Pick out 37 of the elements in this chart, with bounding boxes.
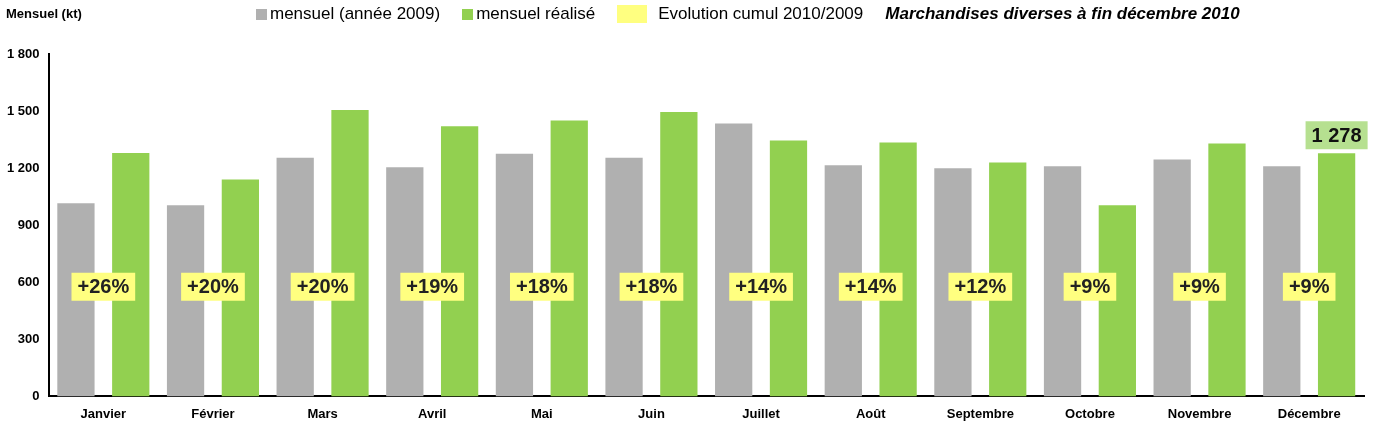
x-tick-label: Septembre [946, 405, 1014, 421]
y-tick-label: 600 [17, 273, 40, 289]
annotation: +19% [406, 275, 459, 298]
x-tick-label: Juin [638, 405, 665, 421]
annotation: +9% [1179, 275, 1221, 298]
annotation: +14% [844, 275, 897, 298]
legend-label: mensuel réalisé [476, 4, 596, 24]
x-tick-label: Mai [531, 405, 553, 421]
chart-title: Marchandises diverses à fin décembre 2010 [885, 4, 1240, 24]
y-tick-label: 1 500 [6, 102, 40, 118]
x-tick-label: Janvier [80, 405, 127, 421]
data-label: 1 278 [1311, 123, 1362, 146]
annotation: +9% [1288, 275, 1330, 298]
text: Evolution cumul 2010/2009 [658, 4, 864, 24]
annotation: +20% [296, 275, 349, 298]
x-tick-label: Février [191, 405, 235, 421]
legend-label: mensuel (année 2009) [270, 4, 441, 24]
annotation: +9% [1069, 275, 1111, 298]
x-tick-label: Mars [307, 405, 338, 421]
y-tick-label: 900 [17, 216, 40, 232]
y-tick-label: 300 [17, 330, 40, 346]
x-tick-label: Décembre [1277, 405, 1341, 421]
y-tick-label: 1 200 [6, 159, 40, 175]
annotation: +26% [77, 275, 130, 298]
x-tick-label: Octobre [1065, 405, 1115, 421]
y-tick-label: 0 [32, 387, 40, 403]
annotation: +18% [515, 275, 568, 298]
x-tick-label: Août [855, 405, 887, 421]
annotation: +20% [187, 275, 240, 298]
annotation: +12% [954, 275, 1007, 298]
y-tick-label: 1 800 [6, 45, 40, 61]
x-tick-label: Avril [418, 405, 447, 421]
x-tick-label: Novembre [1167, 405, 1232, 421]
x-tick-label: Juillet [742, 405, 781, 421]
y-axis-title: Mensuel (kt) [6, 6, 82, 21]
annotation: +18% [625, 275, 678, 298]
annotation: +14% [735, 275, 788, 298]
